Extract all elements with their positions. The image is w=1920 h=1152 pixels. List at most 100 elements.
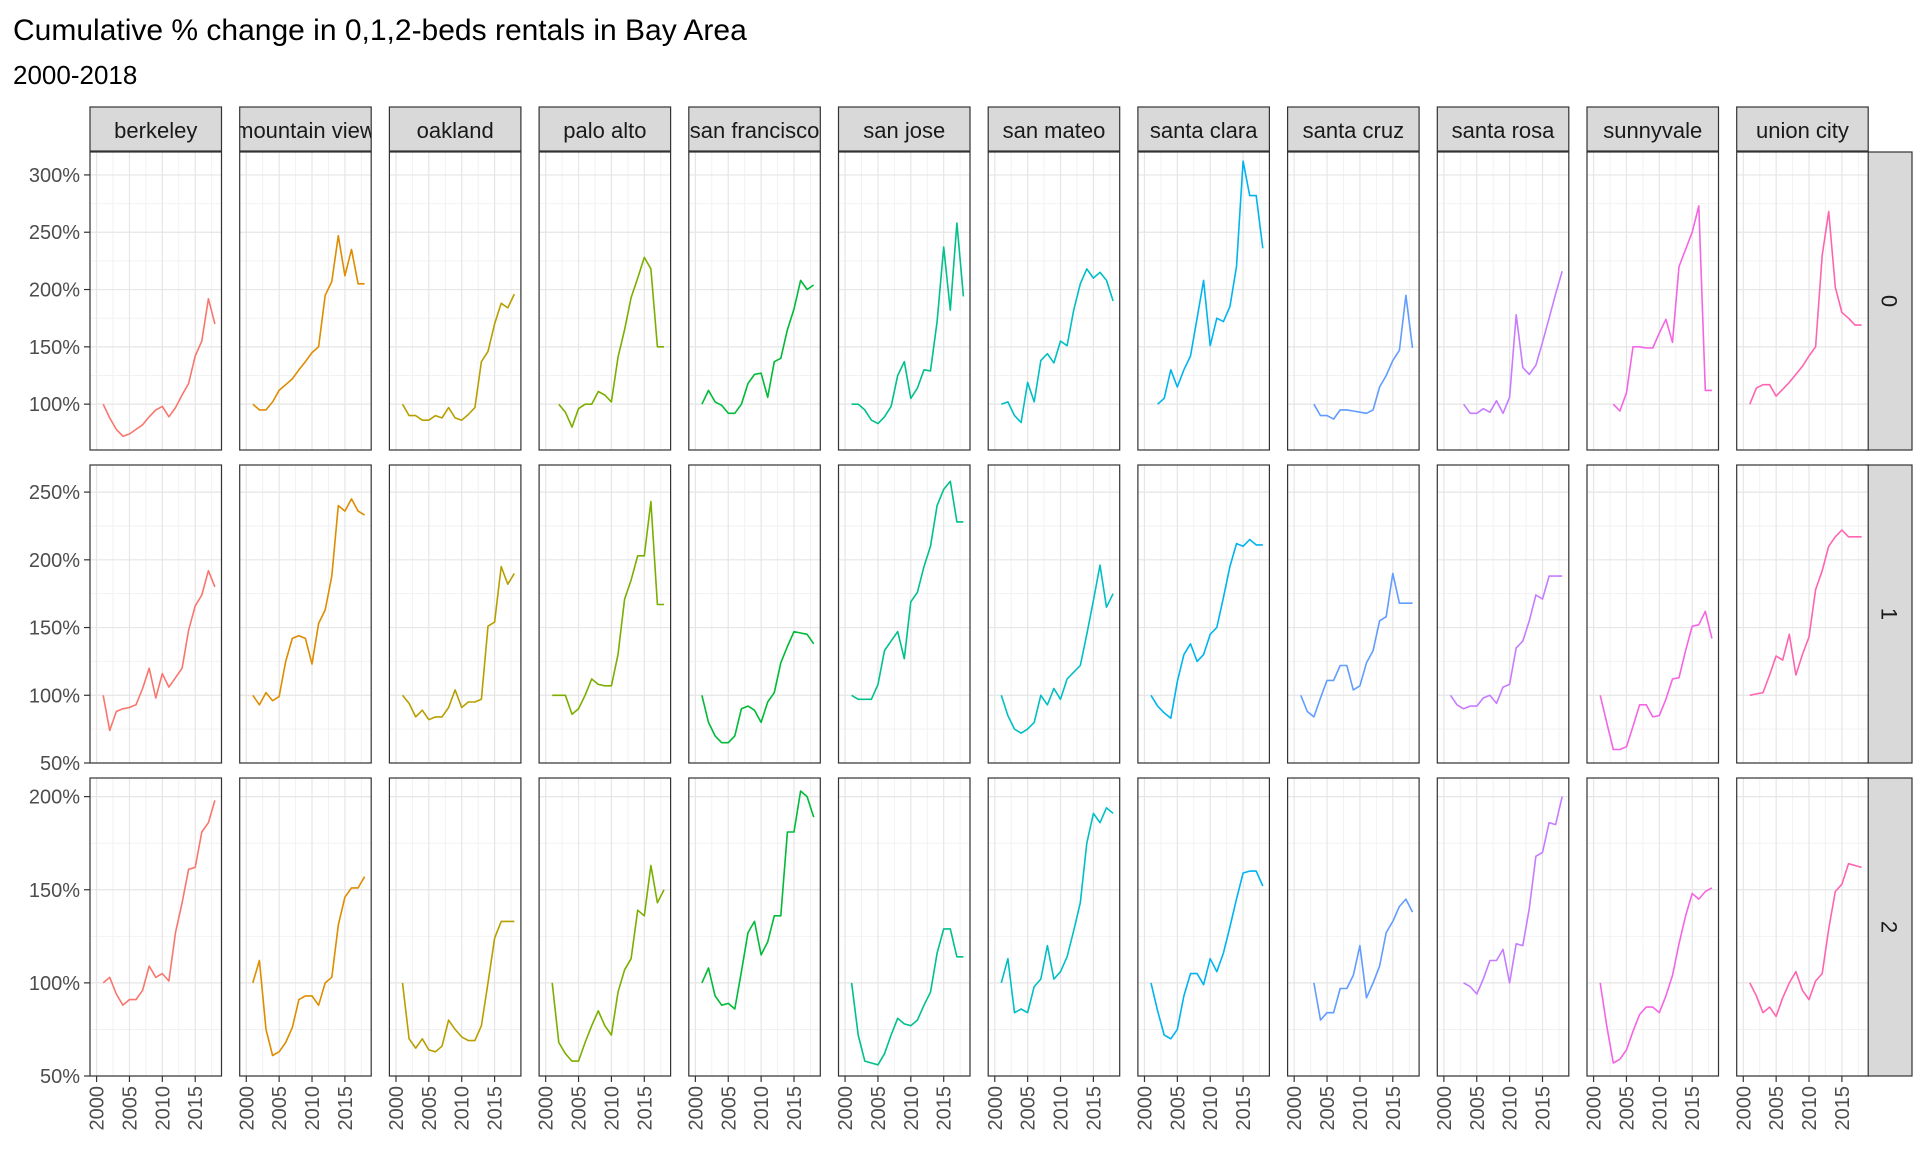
x-tick-label: 2010 <box>1051 1086 1073 1131</box>
series-line <box>551 864 665 1062</box>
panel-bg <box>1137 778 1270 1076</box>
panel-bg <box>539 152 671 450</box>
facet-row-label: 1 <box>1877 608 1902 620</box>
panel-border <box>538 151 672 451</box>
series-line <box>102 569 216 732</box>
x-tick-label: 2010 <box>751 1086 773 1131</box>
facet-label: berkeley <box>114 118 197 143</box>
facet-row-strip: 0 <box>1865 151 1913 451</box>
x-tick-label: 2000 <box>985 1086 1007 1131</box>
facet-strip-bg <box>1736 106 1869 152</box>
facet-panel <box>688 151 821 451</box>
facet-panel <box>688 464 821 764</box>
panel-bg <box>1587 465 1719 763</box>
facet-label: santa rosa <box>1452 118 1555 143</box>
facet-strip-bg <box>837 106 971 152</box>
x-tick-label: 2005 <box>1616 1086 1638 1131</box>
panel-border <box>1436 151 1570 451</box>
x-tick-label: 2005 <box>1317 1086 1339 1131</box>
panel-bg <box>838 152 970 450</box>
panel-border <box>987 151 1121 451</box>
facet-panel <box>1286 777 1420 1077</box>
facet-strip: palo alto <box>538 106 672 152</box>
facet-panel <box>388 464 522 764</box>
y-tick-label: 250% <box>29 222 80 244</box>
series-line <box>1157 160 1264 405</box>
panel-bg <box>90 465 222 763</box>
facet-strip: san jose <box>837 106 971 152</box>
facet-panel <box>1436 151 1570 451</box>
panel-border <box>987 464 1121 764</box>
panel-bg <box>988 465 1120 763</box>
panel-bg <box>1137 152 1270 450</box>
y-tick-label: 150% <box>29 618 80 640</box>
panel-border <box>1736 464 1869 764</box>
series-line <box>401 920 515 1053</box>
series-line <box>252 498 366 706</box>
panel-bg <box>1587 778 1719 1076</box>
series-line <box>1449 575 1563 710</box>
x-tick-label: 2015 <box>934 1086 956 1131</box>
facet-panel <box>538 151 672 451</box>
x-tick-label: 2010 <box>1649 1086 1671 1131</box>
series-line <box>1000 564 1114 735</box>
y-tick-label: 50% <box>40 753 80 775</box>
series-line <box>701 790 815 1010</box>
panel-bg <box>1437 465 1569 763</box>
facet-strip: san francisco <box>688 106 821 152</box>
facet-panel <box>837 151 971 451</box>
x-tick-label: 2015 <box>335 1086 357 1131</box>
series-line <box>1599 610 1713 751</box>
facet-panel <box>1736 464 1869 764</box>
panel-bg <box>539 778 671 1076</box>
facet-panel <box>239 151 372 451</box>
series-line <box>1749 529 1862 697</box>
facet-panel <box>1137 151 1271 451</box>
facet-label: san jose <box>863 118 945 143</box>
x-tick-label: 2015 <box>1682 1086 1704 1131</box>
facet-panel <box>538 777 672 1077</box>
panel-border <box>837 464 971 764</box>
facet-strip-bg <box>1436 106 1570 152</box>
x-tick-label: 2015 <box>1383 1086 1405 1131</box>
series-line <box>851 222 965 425</box>
facet-panel <box>1586 777 1720 1077</box>
panel-bg <box>988 778 1120 1076</box>
facet-strip: santa clara <box>1137 106 1271 152</box>
x-tick-label: 2015 <box>1083 1086 1105 1131</box>
series-line <box>1749 862 1862 1018</box>
facet-label: mountain view <box>235 118 376 143</box>
x-tick-label: 2005 <box>269 1086 291 1131</box>
facet-strip-bg <box>239 106 372 152</box>
facet-label: union city <box>1756 118 1849 143</box>
y-tick-label: 100% <box>29 685 80 707</box>
x-tick-label: 2000 <box>1284 1086 1306 1131</box>
x-tick-label: 2015 <box>784 1086 806 1131</box>
panel-bg <box>239 778 372 1076</box>
panel-border <box>1736 151 1869 451</box>
chart-title: Cumulative % change in 0,1,2-beds rental… <box>13 14 747 47</box>
series-line <box>851 480 964 701</box>
x-tick-label: 2000 <box>685 1086 707 1131</box>
facet-strip-bg <box>1286 106 1420 152</box>
x-tick-label: 2005 <box>1018 1086 1040 1131</box>
x-tick-label: 2000 <box>1434 1086 1456 1131</box>
facet-panel <box>239 777 372 1077</box>
panel-bg <box>90 778 222 1076</box>
x-tick-label: 2000 <box>87 1086 109 1131</box>
panel-border <box>1586 464 1720 764</box>
x-tick-label: 2000 <box>1134 1086 1156 1131</box>
panel-border <box>837 151 971 451</box>
series-line <box>558 256 664 428</box>
panel-border <box>239 151 372 451</box>
series-line <box>1313 898 1414 1021</box>
series-line <box>1462 270 1563 415</box>
facet-label: san mateo <box>1003 118 1106 143</box>
series-line <box>552 500 664 716</box>
facet-strip: berkeley <box>89 106 223 152</box>
facet-panel <box>837 777 971 1077</box>
panel-border <box>1586 777 1720 1077</box>
y-tick-label: 150% <box>29 880 80 902</box>
series-line <box>1599 887 1713 1064</box>
facet-grid: berkeley mountain view oakland palo alto san… <box>29 106 1913 1131</box>
